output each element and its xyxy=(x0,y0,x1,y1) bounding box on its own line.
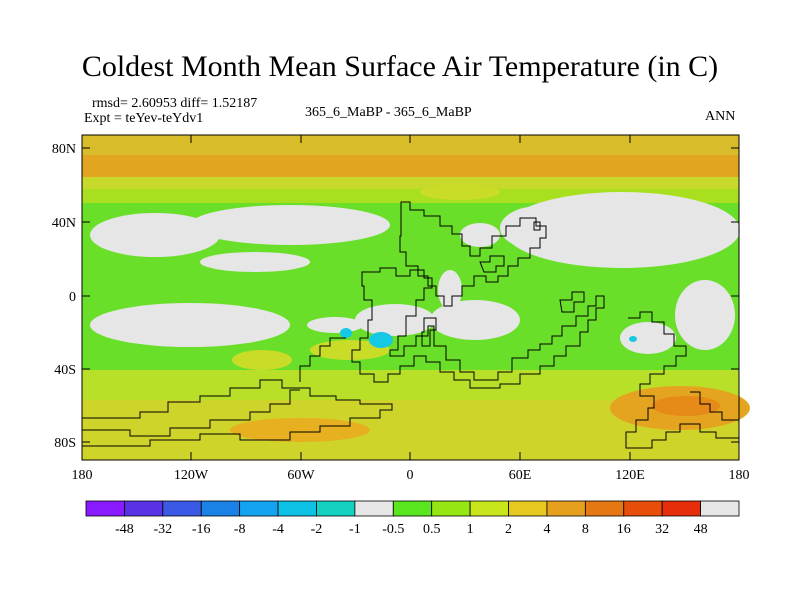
colorbar-label: -4 xyxy=(272,522,284,537)
colorbar-label: 2 xyxy=(505,522,512,537)
lon-label: 120E xyxy=(615,468,645,483)
colorbar-label: 32 xyxy=(655,522,669,537)
colorbar-label: -0.5 xyxy=(382,522,404,537)
colorbar-swatch xyxy=(508,500,548,517)
colorbar-label: -48 xyxy=(115,522,134,537)
colorbar-swatch xyxy=(392,500,433,517)
colorbar-swatch xyxy=(584,500,625,517)
figure-title: Coldest Month Mean Surface Air Temperatu… xyxy=(81,50,719,83)
polar-band xyxy=(82,155,739,177)
neutral-regions xyxy=(90,192,740,354)
colorbar-swatch xyxy=(124,500,164,517)
latitude-labels: 80N 40N 0 40S 80S xyxy=(52,142,76,451)
colorbar xyxy=(85,500,740,517)
colorbar-swatch xyxy=(316,500,356,517)
colorbar-label: -32 xyxy=(153,522,172,537)
expt-label: Expt = teYev-teYdv1 xyxy=(84,111,204,126)
cold-anomaly-small xyxy=(340,328,352,338)
cold-anomaly-east xyxy=(629,336,637,342)
colorbar-swatch xyxy=(354,500,394,517)
colorbar-label: -1 xyxy=(349,522,361,537)
colorbar-swatch xyxy=(469,500,509,517)
experiment-pair: 365_6_MaBP - 365_6_MaBP xyxy=(305,105,472,120)
colorbar-label: -16 xyxy=(192,522,211,537)
colorbar-label: 48 xyxy=(694,522,708,537)
stats-text: rmsd= 2.60953 diff= 1.52187 xyxy=(92,96,258,111)
colorbar-swatch xyxy=(162,500,202,517)
colorbar-swatch xyxy=(623,500,663,517)
warm-anomaly-core xyxy=(652,396,720,416)
lon-label: 60E xyxy=(509,468,532,483)
axis-ticks xyxy=(82,135,739,460)
lat-label: 40S xyxy=(54,363,76,378)
lon-label: 180 xyxy=(72,468,93,483)
colorbar-label: 8 xyxy=(582,522,589,537)
colorbar-swatch xyxy=(85,500,125,517)
lon-label: 60W xyxy=(287,468,315,483)
colorbar-swatch xyxy=(200,500,241,517)
colorbar-label: 4 xyxy=(543,522,550,537)
colorbar-label: 16 xyxy=(617,522,631,537)
lat-label: 40N xyxy=(52,216,76,231)
colorbar-swatch xyxy=(431,500,471,517)
colorbar-swatch xyxy=(700,500,740,517)
colorbar-label: -2 xyxy=(311,522,323,537)
colorbar-swatch xyxy=(239,500,279,517)
colorbar-label: -8 xyxy=(234,522,246,537)
lat-label: 80S xyxy=(54,436,76,451)
colorbar-swatch xyxy=(546,500,586,517)
cold-anomaly xyxy=(369,332,393,348)
subpolar-band xyxy=(82,177,739,189)
colorbar-swatch xyxy=(661,500,701,517)
warm-anomaly-south xyxy=(230,418,370,442)
colorbar-labels: -48 -32 -16 -8 -4 -2 -1 -0.5 0.5 1 2 4 8… xyxy=(115,522,708,537)
lat-label: 0 xyxy=(69,290,76,305)
arctic-band xyxy=(82,135,739,155)
longitude-labels: 180 120W 60W 0 60E 120E 180 xyxy=(72,468,750,483)
colorbar-label: 0.5 xyxy=(423,522,441,537)
colorbar-label: 1 xyxy=(467,522,474,537)
lon-label: 180 xyxy=(729,468,750,483)
lon-label: 0 xyxy=(407,468,414,483)
lon-label: 120W xyxy=(174,468,209,483)
lat-label: 80N xyxy=(52,142,76,157)
colorbar-swatch xyxy=(277,500,317,517)
coastlines xyxy=(82,201,739,449)
season-label: ANN xyxy=(705,109,736,124)
